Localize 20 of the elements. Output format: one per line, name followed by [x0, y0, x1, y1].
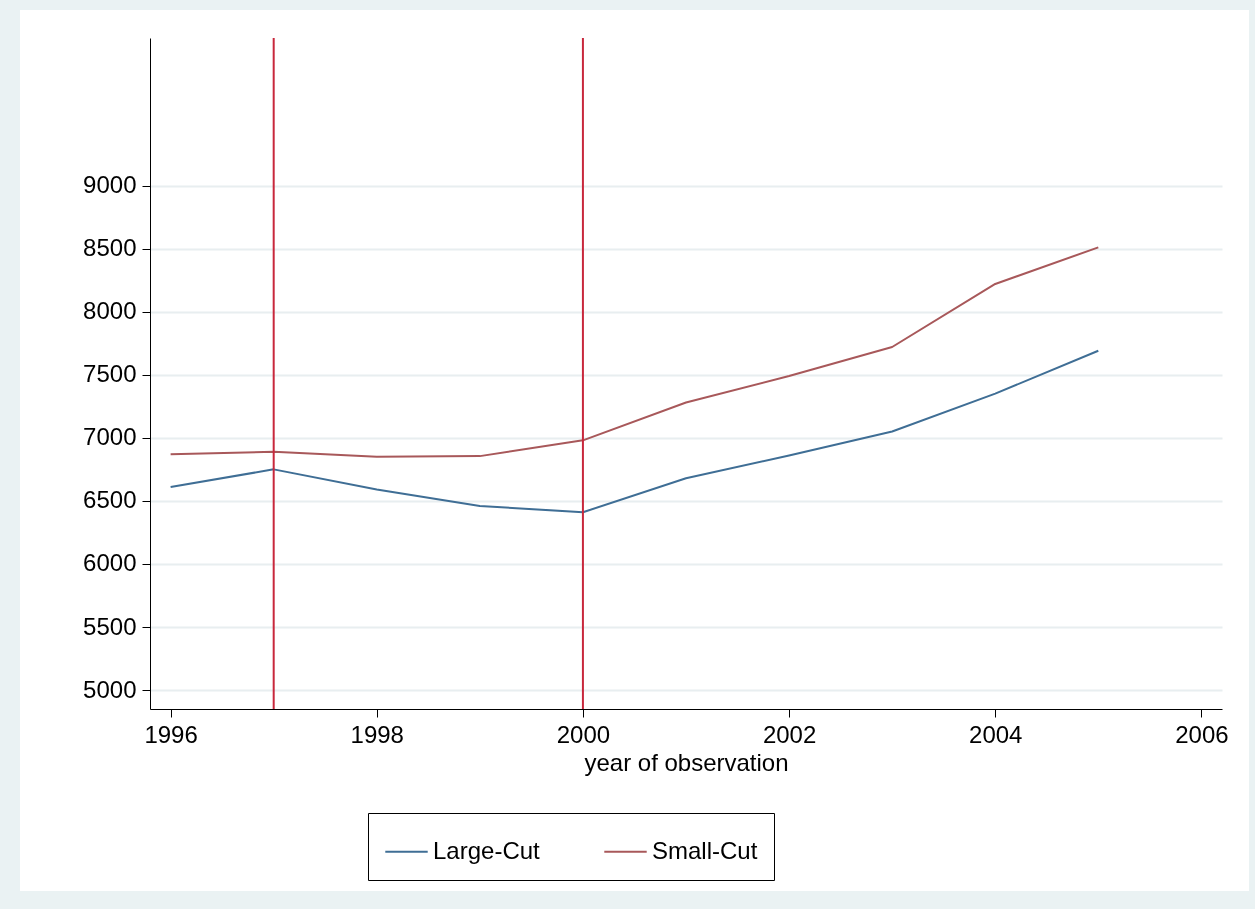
x-axis-title: year of observation	[584, 748, 789, 776]
y-tick-label: 6500	[83, 486, 137, 514]
y-tick-label: 7500	[83, 360, 137, 388]
y-tick-label: 8000	[83, 297, 137, 325]
y-tick-label: 7000	[83, 423, 137, 451]
x-tick-label: 2004	[969, 720, 1023, 748]
y-tick-label: 6000	[83, 549, 137, 577]
y-tick-label: 9000	[83, 171, 137, 199]
x-tick-label: 2006	[1175, 720, 1229, 748]
x-tick-label: 1996	[144, 720, 198, 748]
x-tick-label: 1998	[350, 720, 404, 748]
y-tick-label: 8500	[83, 234, 137, 262]
y-tick-label: 5000	[83, 675, 137, 703]
legend-label: Small-Cut	[652, 836, 758, 864]
x-tick-label: 2002	[762, 720, 817, 748]
x-tick-label: 2000	[556, 720, 611, 748]
y-tick-label: 5500	[83, 612, 137, 640]
legend-label: Large-Cut	[433, 836, 541, 864]
line-series	[169, 246, 1100, 458]
line-series	[169, 349, 1100, 514]
